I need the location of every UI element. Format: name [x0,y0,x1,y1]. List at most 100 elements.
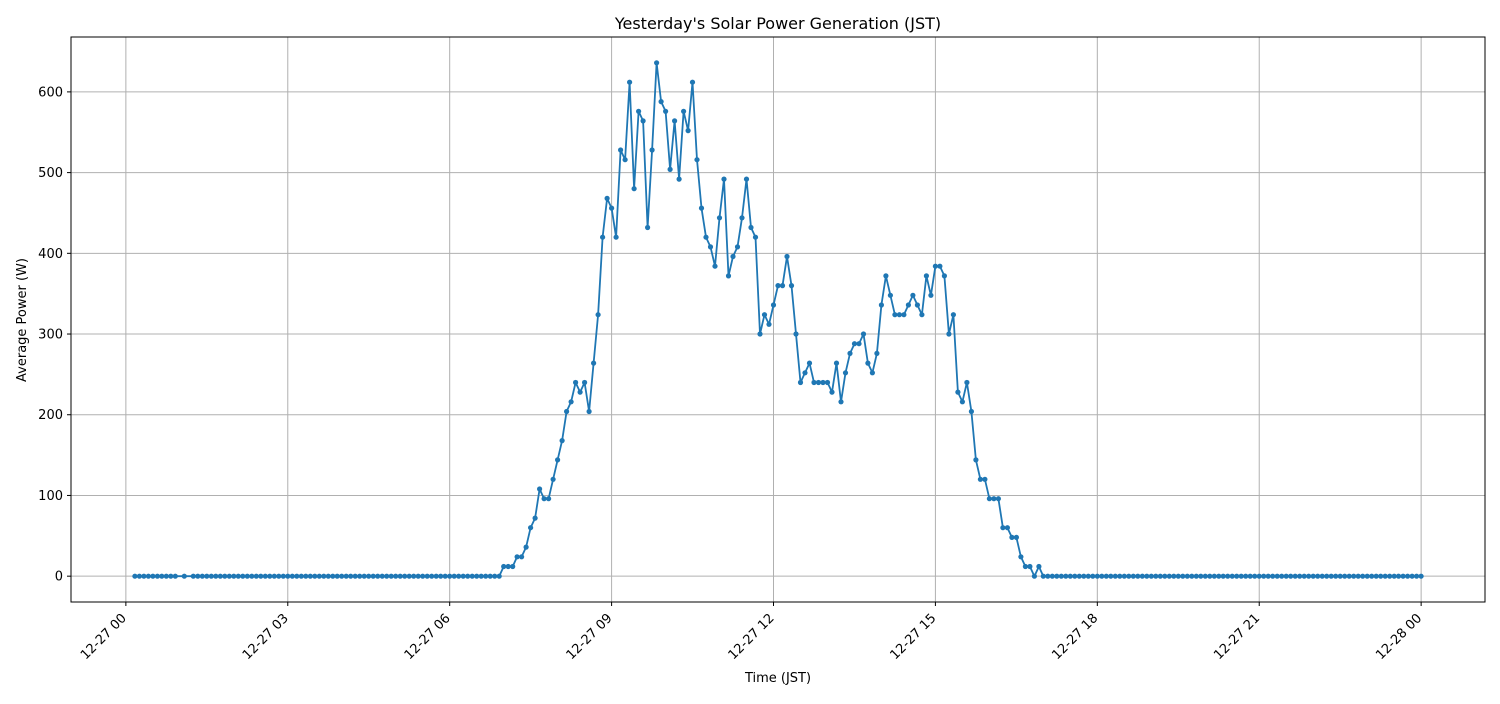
data-point [321,573,327,579]
data-point [298,573,304,579]
data-point [1180,573,1186,579]
data-point [1175,573,1181,579]
data-point [154,573,160,579]
data-point [456,573,462,579]
data-point [986,496,993,502]
data-point [514,554,520,560]
data-point [370,573,376,579]
data-point [312,573,318,579]
data-point [1369,573,1375,579]
data-point [330,573,336,579]
data-point [303,573,309,579]
data-point [1090,573,1096,579]
data-point [734,244,741,250]
data-point [654,60,660,66]
data-point [622,157,628,163]
data-point [357,573,363,579]
data-point [1198,573,1204,579]
data-point [1112,573,1118,579]
data-point [1346,573,1352,579]
data-point [487,573,493,579]
data-point [267,573,273,579]
data-point [181,573,187,579]
data-point [609,205,615,211]
data-point [285,573,291,579]
data-point [1333,573,1339,579]
data-point [379,573,385,579]
data-point [959,399,966,405]
data-point [415,573,421,579]
data-point [1126,573,1132,579]
data-point [1018,554,1024,560]
data-point [145,573,151,579]
data-point [1405,573,1411,579]
data-point [1189,573,1195,579]
data-point [1103,573,1109,579]
data-point [950,312,957,318]
data-point [685,128,691,134]
data-point [492,573,498,579]
data-point [451,573,457,579]
data-point [528,525,534,531]
data-point [725,273,732,279]
y-tick-label: 400 [38,247,63,262]
data-point [532,515,538,521]
data-point [878,302,885,308]
y-tick-label: 200 [38,408,63,423]
data-point [1058,573,1064,579]
y-axis-ticks: 0 100 200 300 400 500 600 [38,85,71,585]
x-tick-label: 12-27 15 [887,611,939,663]
data-point [1274,573,1280,579]
data-point [429,573,435,579]
data-point [289,573,295,579]
data-point [1279,573,1285,579]
data-point [244,573,250,579]
data-point [1076,573,1082,579]
data-point [478,573,484,579]
data-point [222,573,228,579]
data-point [168,573,174,579]
data-point [519,554,525,560]
data-point [914,302,921,308]
data-point [649,147,655,153]
data-point [307,573,313,579]
data-point [1081,573,1087,579]
data-point [716,215,723,221]
data-point [689,79,696,85]
data-point [604,195,610,201]
data-point [892,312,898,318]
data-point [1310,573,1316,579]
plot-frame [70,36,1486,603]
data-point [1414,573,1420,579]
data-point [860,331,867,337]
data-point [447,573,453,579]
data-point [712,263,718,269]
data-point [366,573,372,579]
data-point [1364,573,1370,579]
data-point [793,331,799,337]
data-point [824,379,831,386]
data-point [766,321,772,327]
data-point [1256,573,1262,579]
series [132,60,1424,579]
data-point [681,108,687,114]
x-tick-label: 12-27 03 [240,611,292,663]
data-point [937,263,943,269]
data-point [1252,573,1258,579]
data-point [595,312,601,318]
data-point [1108,573,1114,579]
data-point [510,563,516,570]
data-point [582,379,588,386]
data-point [316,573,322,579]
data-point [923,273,930,279]
data-point [955,389,961,395]
data-point [847,350,853,356]
data-point [343,573,349,579]
data-point [1193,573,1199,579]
data-point [869,370,876,376]
data-point [573,379,579,386]
data-point [555,457,561,463]
data-point [883,273,889,279]
data-point [1270,573,1276,579]
data-point [1130,573,1136,579]
